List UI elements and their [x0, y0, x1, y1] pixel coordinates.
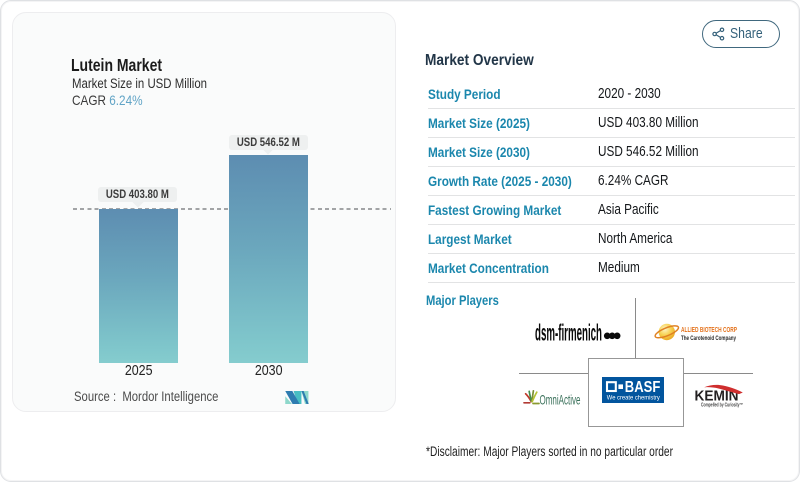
- svg-text:BASF: BASF: [625, 379, 661, 396]
- svg-text:ALLIED BIOTECH CORP: ALLIED BIOTECH CORP: [681, 327, 737, 334]
- svg-text:The Carotenoid Company: The Carotenoid Company: [681, 336, 736, 342]
- svg-text:Compelled by Curiosity™: Compelled by Curiosity™: [701, 402, 743, 408]
- svg-text:OmniActive: OmniActive: [540, 392, 581, 408]
- svg-text:We create chemistry: We create chemistry: [607, 395, 661, 402]
- svg-text:dsm-firmenich: dsm-firmenich: [535, 320, 602, 346]
- svg-text:KEMIN: KEMIN: [695, 388, 739, 404]
